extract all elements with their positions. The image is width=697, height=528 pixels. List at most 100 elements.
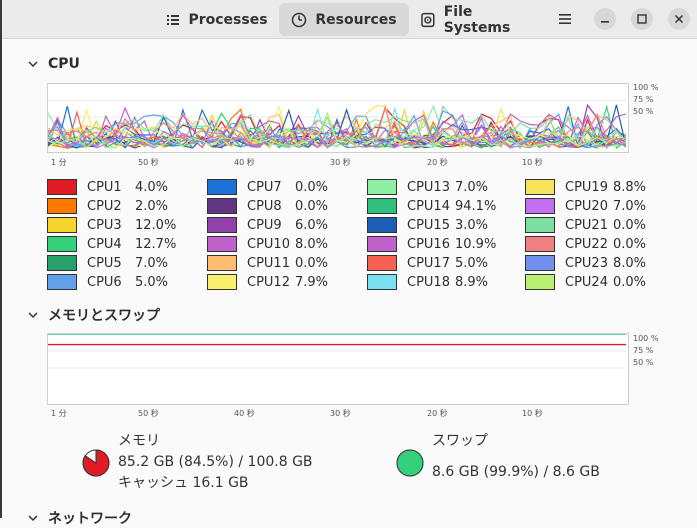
mem-time-50s: 50 秒 (138, 409, 159, 418)
mem-time-10s: 10 秒 (522, 409, 543, 418)
cpu-legend-item: CPU22 0.0% (525, 235, 646, 253)
window-edge (0, 0, 2, 518)
cpu-legend-item: CPU2 2.0% (47, 197, 168, 215)
cpu-color-swatch[interactable] (367, 236, 397, 252)
cpu-core-value: 3.0% (455, 217, 489, 233)
cpu-core-label: CPU7 (247, 179, 282, 195)
tab-resources[interactable]: Resources (279, 3, 409, 36)
gauge-icon (292, 12, 307, 27)
minimize-icon (601, 21, 609, 23)
header-bar: Processes Resources File Systems (2, 0, 697, 39)
cpu-legend-item: CPU5 7.0% (47, 254, 168, 272)
cpu-color-swatch[interactable] (207, 236, 237, 252)
cpu-core-label: CPU2 (87, 198, 122, 214)
cpu-core-value: 7.0% (613, 198, 647, 214)
cpu-legend-item: CPU9 6.0% (207, 216, 328, 234)
cpu-color-swatch[interactable] (367, 274, 397, 290)
cpu-time-20s: 20 秒 (427, 158, 448, 167)
mem-pct-75: 75 % (633, 346, 654, 355)
cpu-core-value: 4.0% (135, 179, 169, 195)
swap-info: スワップ 8.6 GB (99.9%) / 8.6 GB (432, 431, 600, 483)
cpu-pct-50: 50 % (633, 107, 654, 116)
cpu-time-30s: 30 秒 (330, 158, 351, 167)
cpu-color-swatch[interactable] (525, 217, 555, 233)
cpu-core-label: CPU21 (565, 217, 608, 233)
close-button[interactable] (668, 8, 690, 30)
memory-usage-pie[interactable] (81, 448, 111, 478)
cpu-legend-item: CPU1 4.0% (47, 178, 168, 196)
swap-pie-slice (396, 449, 424, 477)
cpu-color-swatch[interactable] (207, 274, 237, 290)
cpu-color-swatch[interactable] (47, 217, 77, 233)
cpu-color-swatch[interactable] (207, 217, 237, 233)
maximize-icon (637, 14, 647, 24)
cpu-core-label: CPU16 (407, 236, 450, 252)
cpu-legend-item: CPU10 8.0% (207, 235, 328, 253)
cpu-legend-item: CPU15 3.0% (367, 216, 488, 234)
tab-file-systems[interactable]: File Systems (420, 3, 542, 36)
cpu-core-label: CPU17 (407, 255, 450, 271)
network-section-header[interactable]: ネットワーク (28, 508, 132, 528)
cpu-color-swatch[interactable] (367, 255, 397, 271)
cpu-time-10s: 10 秒 (522, 158, 543, 167)
cpu-color-swatch[interactable] (207, 179, 237, 195)
cpu-legend-item: CPU11 0.0% (207, 254, 328, 272)
cpu-core-label: CPU10 (247, 236, 290, 252)
cpu-legend-item: CPU24 0.0% (525, 273, 646, 291)
cpu-legend-item: CPU19 8.8% (525, 178, 646, 196)
cpu-color-swatch[interactable] (207, 198, 237, 214)
cpu-core-label: CPU1 (87, 179, 122, 195)
cpu-color-swatch[interactable] (47, 274, 77, 290)
cpu-core-label: CPU6 (87, 274, 122, 290)
cpu-color-swatch[interactable] (525, 274, 555, 290)
cpu-color-swatch[interactable] (525, 179, 555, 195)
chevron-down-icon (28, 515, 38, 522)
cpu-legend-item: CPU3 12.0% (47, 216, 176, 234)
cpu-history-graph (47, 83, 629, 153)
cpu-color-swatch[interactable] (47, 179, 77, 195)
cpu-color-swatch[interactable] (207, 255, 237, 271)
mem-pct-50: 50 % (633, 358, 654, 367)
cpu-time-50s: 50 秒 (138, 158, 159, 167)
cpu-legend-item: CPU6 5.0% (47, 273, 168, 291)
cpu-color-swatch[interactable] (525, 236, 555, 252)
memory-section-header[interactable]: メモリとスワップ (28, 305, 160, 325)
cpu-color-swatch[interactable] (367, 198, 397, 214)
cpu-section-title: CPU (48, 56, 80, 72)
cpu-core-value: 8.0% (613, 255, 647, 271)
cpu-core-label: CPU24 (565, 274, 608, 290)
maximize-button[interactable] (631, 8, 653, 30)
cpu-pct-100: 100 % (633, 83, 659, 92)
cpu-section-header[interactable]: CPU (28, 56, 80, 72)
mem-time-30s: 30 秒 (330, 409, 351, 418)
chevron-down-icon (28, 312, 38, 319)
menu-button[interactable] (554, 8, 576, 30)
tab-processes-label: Processes (188, 11, 268, 28)
cpu-color-swatch[interactable] (525, 255, 555, 271)
tab-file-systems-label: File Systems (443, 3, 511, 36)
cpu-color-swatch[interactable] (47, 198, 77, 214)
cpu-history-line (48, 105, 626, 148)
tab-processes[interactable]: Processes (162, 3, 272, 36)
cpu-legend-item: CPU14 94.1% (367, 197, 496, 215)
disk-icon (421, 12, 435, 27)
minimize-button[interactable] (594, 8, 616, 30)
cpu-core-value: 0.0% (613, 274, 647, 290)
cpu-core-value: 5.0% (135, 274, 169, 290)
chevron-down-icon (28, 61, 38, 68)
cpu-legend-item: CPU13 7.0% (367, 178, 488, 196)
cpu-color-swatch[interactable] (367, 217, 397, 233)
cpu-color-swatch[interactable] (47, 236, 77, 252)
cpu-color-swatch[interactable] (367, 179, 397, 195)
cpu-history-plot (48, 100, 626, 150)
cpu-core-value: 10.9% (455, 236, 497, 252)
cpu-core-label: CPU19 (565, 179, 608, 195)
cpu-legend: CPU1 4.0% CPU2 2.0% CPU3 12.0% CPU4 12.7% CPU5 7.… (47, 178, 667, 292)
cpu-color-swatch[interactable] (47, 255, 77, 271)
cpu-core-value: 0.0% (295, 179, 329, 195)
cpu-core-value: 7.0% (135, 255, 169, 271)
cpu-color-swatch[interactable] (525, 198, 555, 214)
cpu-core-value: 0.0% (613, 236, 647, 252)
cpu-core-label: CPU3 (87, 217, 122, 233)
swap-usage-pie[interactable] (395, 448, 425, 478)
